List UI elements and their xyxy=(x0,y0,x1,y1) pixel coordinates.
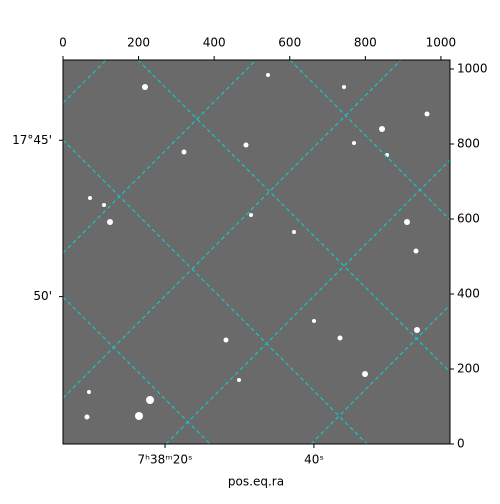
ra-tick-label: 40ˢ xyxy=(304,453,324,467)
y-tick-label: 200 xyxy=(457,362,480,376)
y-tick-label: 0 xyxy=(457,437,465,451)
stars xyxy=(63,60,450,444)
ra-tick-label: 7ʰ38ᵐ20ˢ xyxy=(138,453,193,467)
x-axis-label: pos.eq.ra xyxy=(228,475,284,489)
x-tick-label: 200 xyxy=(127,36,150,50)
y-tick-label: 600 xyxy=(457,212,480,226)
image xyxy=(63,60,450,444)
y-tick-label: 1000 xyxy=(457,62,488,76)
dec-tick-label: 17°45' xyxy=(12,133,52,147)
x-tick-label: 1000 xyxy=(426,36,457,50)
y-tick-label: 800 xyxy=(457,137,480,151)
x-tick-label: 0 xyxy=(59,36,67,50)
x-tick-label: 400 xyxy=(203,36,226,50)
y-tick-label: 400 xyxy=(457,287,480,301)
frame xyxy=(62,59,451,445)
x-tick-label: 800 xyxy=(354,36,377,50)
x-tick-label: 600 xyxy=(278,36,301,50)
dec-tick-label: 50' xyxy=(33,289,52,303)
